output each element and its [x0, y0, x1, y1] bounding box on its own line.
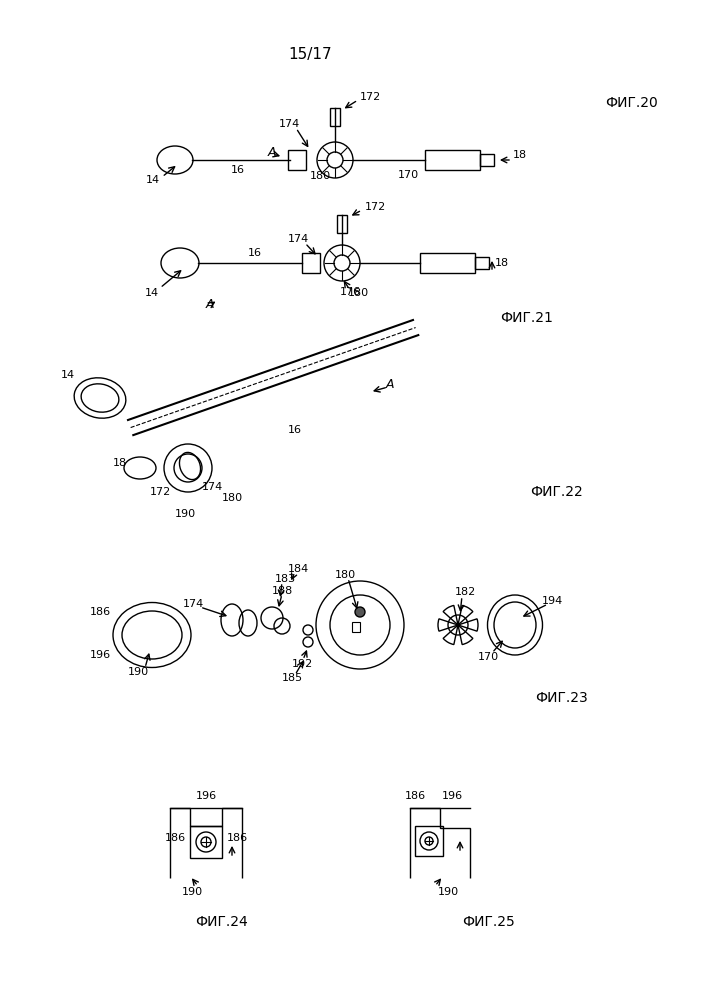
- Bar: [288, 150, 306, 170]
- Text: A: A: [268, 146, 276, 159]
- Text: ФИГ.25: ФИГ.25: [462, 915, 515, 929]
- Text: 185: 185: [281, 673, 303, 683]
- Bar: [475, 257, 489, 269]
- Text: 184: 184: [287, 564, 309, 574]
- Text: ФИГ.23: ФИГ.23: [535, 691, 588, 705]
- Text: 174: 174: [182, 599, 204, 609]
- Text: 16: 16: [231, 165, 245, 175]
- Bar: [415, 826, 443, 856]
- Text: ФИГ.21: ФИГ.21: [500, 311, 553, 325]
- Text: 186: 186: [404, 791, 426, 801]
- Text: 190: 190: [127, 667, 148, 677]
- Text: 172: 172: [359, 92, 380, 102]
- Bar: [302, 253, 320, 273]
- Text: 18: 18: [113, 458, 127, 468]
- Text: 190: 190: [175, 509, 196, 519]
- Bar: [420, 253, 475, 273]
- Text: 196: 196: [441, 791, 462, 801]
- Text: 14: 14: [61, 370, 75, 380]
- Text: 176: 176: [339, 287, 361, 297]
- Text: ФИГ.24: ФИГ.24: [195, 915, 247, 929]
- Text: 190: 190: [182, 887, 203, 897]
- Text: 170: 170: [477, 652, 498, 662]
- Text: ФИГ.20: ФИГ.20: [605, 96, 658, 110]
- Bar: [190, 826, 222, 858]
- Text: 14: 14: [145, 288, 159, 298]
- Text: 172: 172: [364, 202, 385, 212]
- Text: 180: 180: [334, 570, 356, 580]
- Text: 18: 18: [513, 150, 527, 160]
- Text: 196: 196: [90, 650, 110, 660]
- Text: 190: 190: [438, 887, 459, 897]
- Text: 174: 174: [201, 482, 223, 492]
- Text: 192: 192: [291, 659, 312, 669]
- Bar: [480, 154, 494, 166]
- Text: 186: 186: [165, 833, 185, 843]
- Text: ФИГ.22: ФИГ.22: [530, 485, 583, 499]
- Text: 180: 180: [221, 493, 243, 503]
- Circle shape: [355, 607, 365, 617]
- Text: A: A: [386, 378, 395, 391]
- Text: 172: 172: [149, 487, 170, 497]
- Text: 16: 16: [288, 425, 302, 435]
- Text: 18: 18: [495, 258, 509, 268]
- Bar: [337, 215, 347, 233]
- Bar: [425, 150, 480, 170]
- Text: 194: 194: [542, 596, 563, 606]
- Text: 174: 174: [279, 119, 300, 129]
- Text: 188: 188: [271, 586, 293, 596]
- Text: 180: 180: [347, 288, 368, 298]
- Text: 170: 170: [397, 170, 419, 180]
- Text: 16: 16: [248, 248, 262, 258]
- Text: 186: 186: [226, 833, 247, 843]
- Text: 186: 186: [90, 607, 110, 617]
- Text: A: A: [206, 298, 214, 312]
- Text: 174: 174: [287, 234, 309, 244]
- Text: 15/17: 15/17: [288, 47, 332, 62]
- Text: 183: 183: [274, 574, 296, 584]
- Text: 182: 182: [455, 587, 476, 597]
- Text: 14: 14: [146, 175, 160, 185]
- Bar: [352, 622, 360, 632]
- Text: 196: 196: [195, 791, 216, 801]
- Text: 180: 180: [310, 171, 331, 181]
- Bar: [330, 108, 340, 126]
